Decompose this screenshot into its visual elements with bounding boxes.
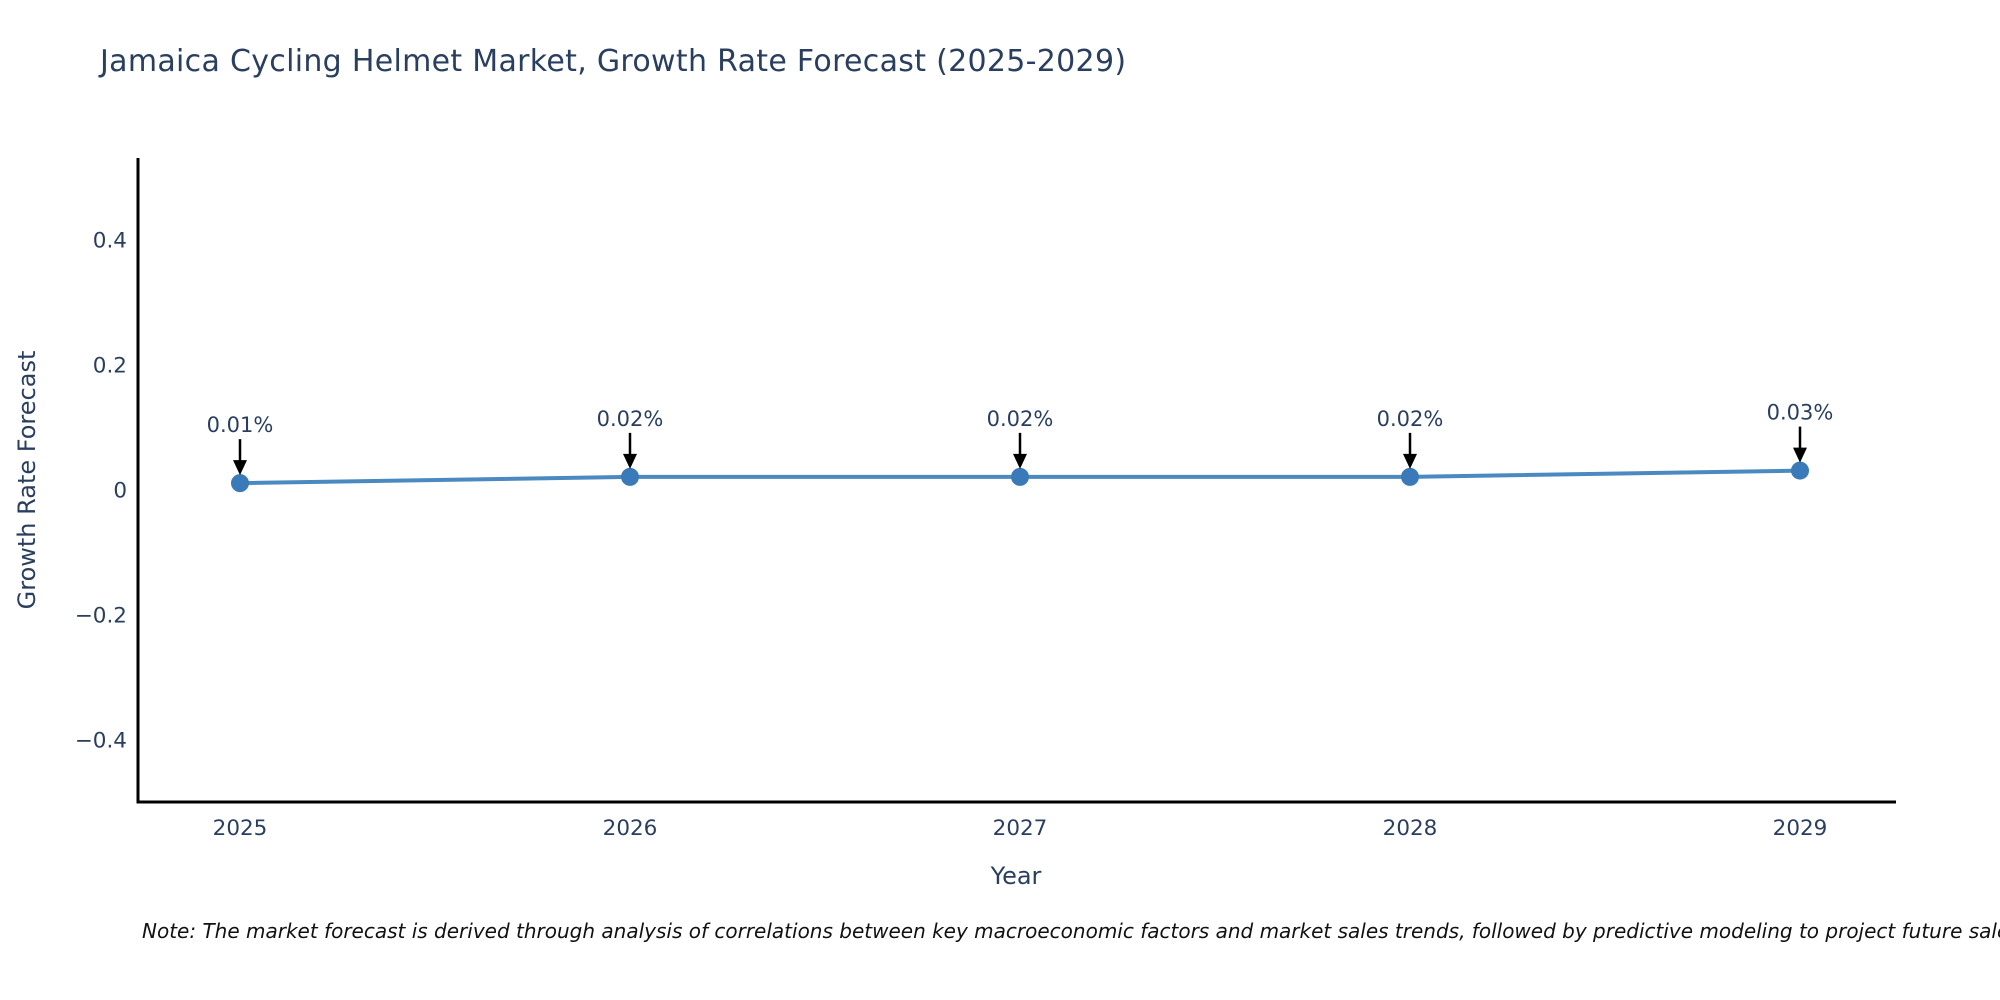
point-annotation-label: 0.02% [597,407,664,431]
y-tick-label: 0.2 [93,353,127,378]
y-axis-title: Growth Rate Forecast [13,350,41,610]
x-axis-title: Year [990,862,1042,890]
y-tick-label: 0 [113,478,127,503]
annotation-arrowhead [623,453,637,469]
data-point-marker [1401,467,1419,486]
x-tick-label: 2027 [993,816,1048,841]
data-point-marker [1011,467,1029,486]
annotation-arrowhead [1403,453,1417,469]
y-tick-label: −0.4 [75,728,127,753]
x-tick-label: 2026 [603,816,658,841]
annotation-arrowhead [1013,453,1027,469]
x-tick-label: 2028 [1383,816,1438,841]
chart-title: Jamaica Cycling Helmet Market, Growth Ra… [100,44,1127,79]
point-annotation-label: 0.03% [1767,401,1834,425]
x-tick-label: 2029 [1773,816,1828,841]
data-point-marker [1791,461,1809,480]
y-tick-label: 0.4 [93,228,127,253]
annotation-arrowhead [233,460,247,476]
data-point-marker [621,467,639,486]
footnote: Note: The market forecast is derived thr… [142,919,2000,943]
data-point-marker [231,474,249,493]
point-annotation-label: 0.02% [1377,407,1444,431]
y-tick-label: −0.2 [75,603,127,628]
point-annotation-label: 0.02% [987,407,1054,431]
x-tick-label: 2025 [213,816,268,841]
annotation-arrowhead [1793,447,1807,463]
point-annotation-label: 0.01% [207,413,274,437]
